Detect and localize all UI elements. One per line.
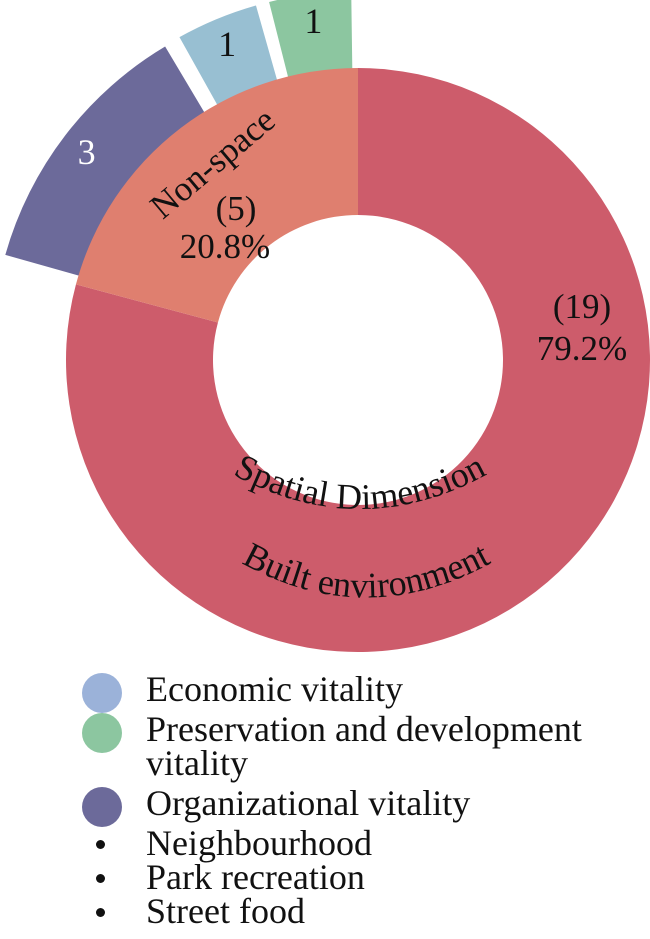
legend-item-economic: Economic vitality bbox=[82, 669, 650, 713]
bullet-dot-icon bbox=[96, 840, 105, 849]
slice-percent-label-nonspace: 20.8% bbox=[180, 227, 270, 266]
bullet-label-neighbourhood: Neighbourhood bbox=[146, 823, 372, 863]
legend-swatch-preservation bbox=[82, 713, 122, 753]
bullet-label-park-recreation: Park recreation bbox=[146, 857, 365, 897]
legend-item-preservation: Preservation and development vitality bbox=[82, 709, 650, 783]
legend: Economic vitality Preservation and devel… bbox=[82, 669, 650, 931]
slice-count-label-nonspace: (5) bbox=[216, 189, 257, 228]
outer-slice-organizational-value-label: 3 bbox=[78, 132, 96, 172]
legend-label-organizational: Organizational vitality bbox=[146, 783, 471, 823]
bullet-label-street-food: Street food bbox=[146, 891, 305, 931]
outer-slice-economic-value-label: 1 bbox=[218, 24, 236, 64]
legend-label-preservation: Preservation and development vitality bbox=[146, 709, 582, 783]
legend-label-economic: Economic vitality bbox=[146, 669, 403, 709]
bullet-item-neighbourhood: Neighbourhood bbox=[82, 823, 650, 863]
legend-item-organizational: Organizational vitality bbox=[82, 783, 650, 827]
slice-non-space bbox=[75, 68, 359, 323]
slice-spatial-dimension bbox=[65, 68, 650, 653]
legend-swatch-economic bbox=[82, 673, 122, 713]
bullet-item-park-recreation: Park recreation bbox=[82, 857, 650, 897]
donut-chart: (19) 79.2% (5) 20.8% Non-space Spatial D… bbox=[5, 0, 650, 653]
bullet-item-street-food: Street food bbox=[82, 891, 650, 931]
slice-percent-label-spatial: 79.2% bbox=[537, 329, 627, 368]
outer-slice-preservation-value-label: 1 bbox=[304, 1, 322, 41]
slice-count-label-spatial: (19) bbox=[553, 287, 611, 326]
bullet-dot-icon bbox=[96, 874, 105, 883]
bullet-dot-icon bbox=[96, 908, 105, 917]
legend-swatch-organizational bbox=[82, 787, 122, 827]
